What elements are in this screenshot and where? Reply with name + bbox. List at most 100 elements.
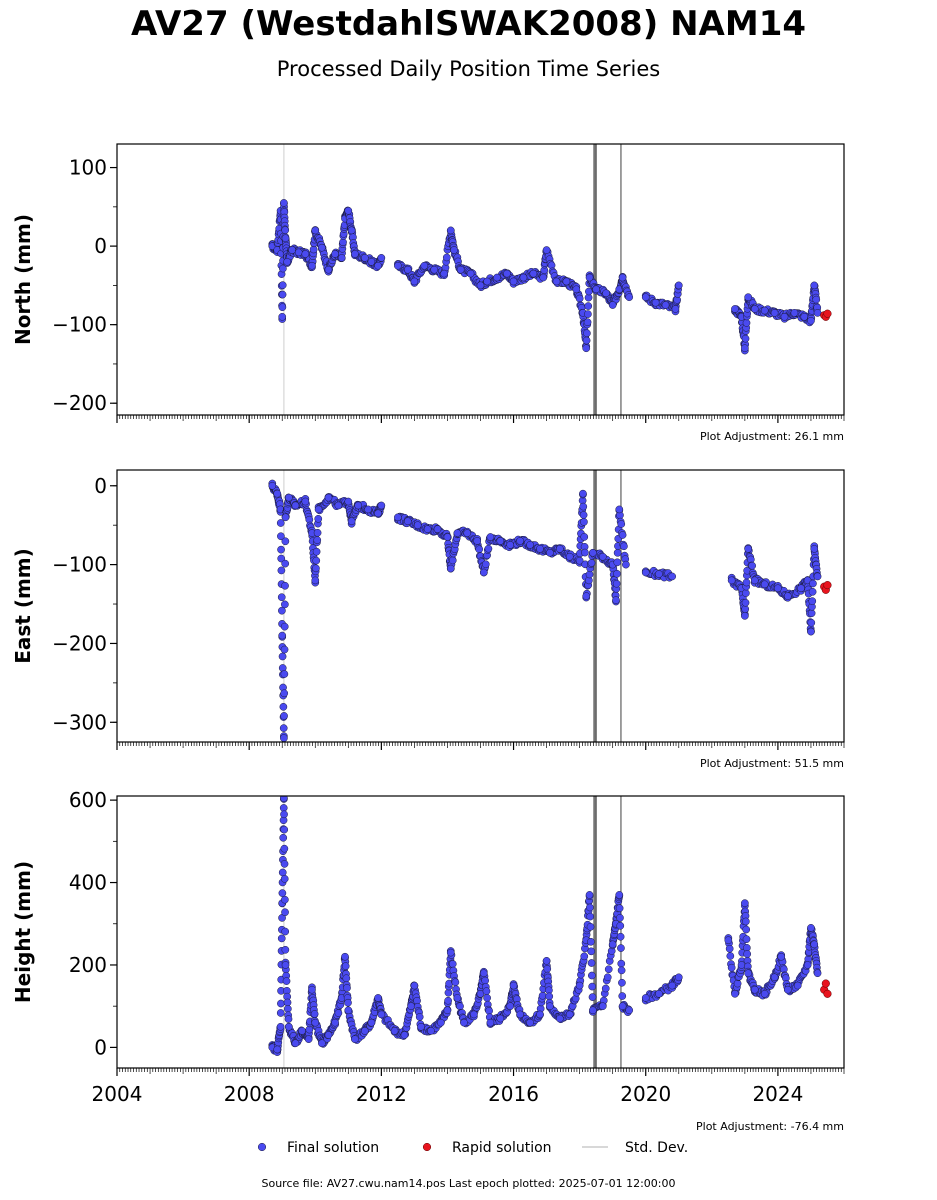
data-point [810, 544, 819, 553]
data-point [774, 584, 782, 593]
data-point [311, 1018, 320, 1027]
data-point [276, 1009, 285, 1017]
y-tick-label: 200 [69, 953, 107, 977]
data-point [481, 560, 490, 569]
y-tick-label: −200 [52, 631, 107, 655]
data-point [351, 250, 359, 258]
data-point [727, 576, 736, 585]
data-point [446, 948, 455, 957]
data-point [674, 281, 683, 290]
data-point [479, 969, 488, 978]
data-point [651, 298, 660, 307]
data-point [482, 987, 491, 996]
data-point [589, 548, 597, 557]
data-point [473, 537, 482, 545]
data-point [280, 712, 288, 720]
data-point [742, 917, 750, 926]
data-point [585, 273, 594, 282]
chart-subtitle: Processed Daily Position Time Series [276, 57, 661, 81]
data-point [453, 994, 462, 1002]
data-point [278, 606, 286, 615]
data-point [581, 548, 589, 557]
data-point [618, 1002, 627, 1011]
data-point [280, 670, 289, 678]
data-point [727, 963, 736, 972]
data-point [516, 1010, 525, 1019]
data-point [470, 1010, 478, 1019]
data-point [312, 547, 321, 556]
data-point [565, 1010, 574, 1019]
data-point [420, 261, 429, 270]
data-point [360, 1027, 369, 1035]
data-point [741, 344, 749, 353]
data-point [344, 1006, 353, 1015]
data-point [807, 316, 815, 325]
data-point [281, 961, 290, 969]
plot-adjustment-label: Plot Adjustment: -76.4 mm [696, 1120, 844, 1133]
data-point [374, 509, 382, 518]
data-point [417, 1022, 425, 1031]
data-point [311, 226, 320, 235]
data-point [280, 810, 288, 819]
data-point [324, 493, 333, 502]
data-point [750, 985, 759, 994]
data-point [783, 985, 792, 994]
data-point [281, 581, 289, 590]
data-point [301, 497, 310, 506]
data-point [741, 899, 749, 908]
data-point [278, 652, 287, 661]
y-tick-label: 0 [94, 474, 107, 498]
data-point [282, 977, 291, 985]
data-point [618, 992, 627, 1000]
data-point [281, 895, 289, 904]
data-point [613, 569, 621, 578]
data-point [279, 804, 288, 812]
data-point [450, 246, 458, 254]
legend-marker-icon [422, 1142, 432, 1152]
data-point [503, 269, 511, 278]
data-point [313, 528, 322, 537]
data-point [453, 529, 462, 537]
data-point [617, 944, 625, 952]
data-point [277, 593, 286, 602]
data-point [580, 533, 589, 541]
data-point [743, 950, 752, 958]
data-point [731, 989, 739, 998]
legend-marker-icon [257, 1142, 267, 1152]
data-point [580, 952, 589, 961]
data-point [586, 912, 595, 921]
data-point [807, 609, 816, 618]
data-point [281, 945, 290, 954]
data-point [742, 925, 751, 934]
data-point [283, 998, 292, 1007]
data-point [460, 1018, 468, 1027]
data-point [579, 489, 587, 498]
data-point [280, 874, 289, 883]
data-point [314, 505, 323, 514]
data-point [812, 295, 821, 304]
data-point [291, 501, 300, 510]
data-point [446, 226, 455, 235]
data-point [616, 913, 624, 922]
data-point [281, 513, 290, 522]
y-axis-label: North (mm) [11, 214, 35, 345]
data-point [608, 301, 617, 309]
data-point [674, 973, 683, 982]
panel-2: 0 −100 −200 −300 East (mm) Plot Adjustment: 5… [11, 469, 845, 770]
data-point [579, 502, 588, 511]
data-point [493, 273, 501, 282]
data-point [617, 520, 626, 528]
data-point [617, 966, 626, 975]
data-point [448, 556, 457, 565]
data-point [278, 281, 287, 289]
data-point [311, 576, 320, 585]
data-point [281, 234, 290, 243]
x-tick-label: 2024 [752, 1082, 803, 1106]
data-point [390, 1027, 399, 1035]
data-point [374, 994, 382, 1002]
data-point [587, 959, 596, 967]
data-point [546, 548, 554, 557]
data-point [615, 891, 624, 899]
data-point [280, 689, 289, 698]
data-point [807, 618, 816, 627]
